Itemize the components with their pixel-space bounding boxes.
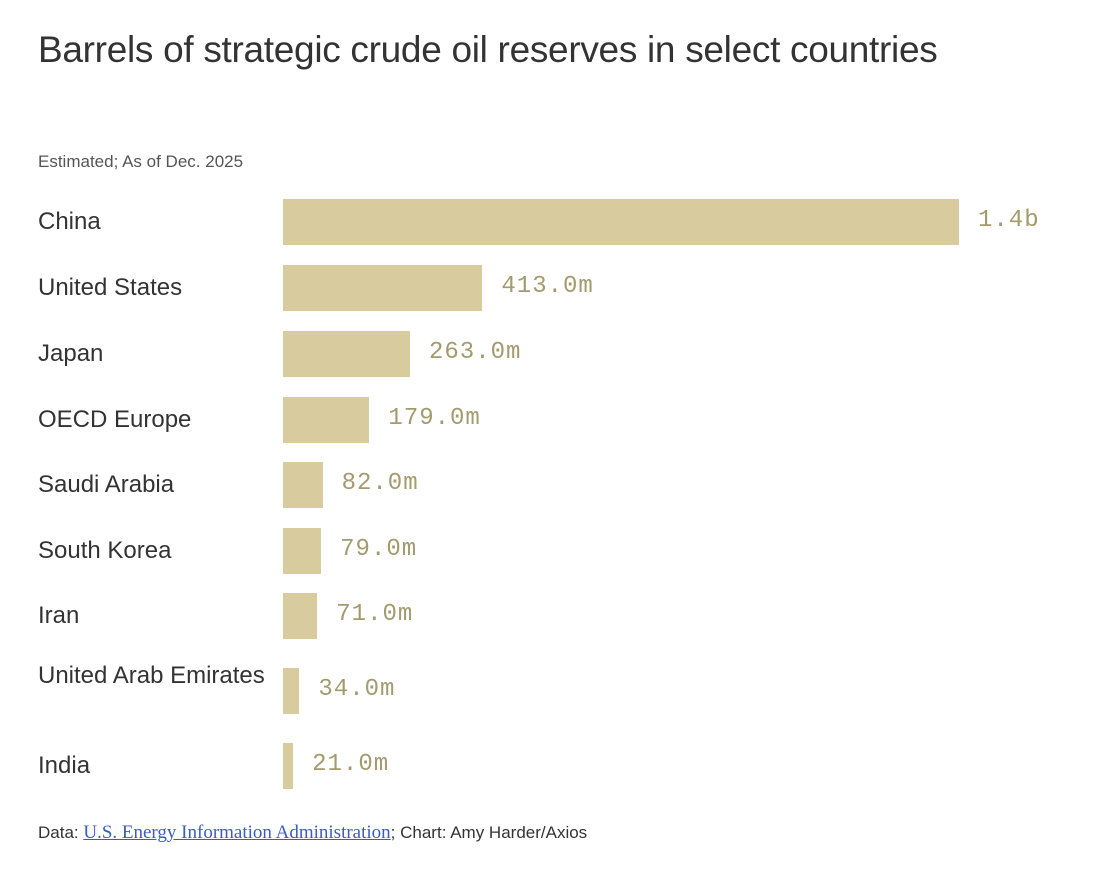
bar (283, 593, 318, 639)
data-label: 79.0m (340, 536, 418, 563)
chart-footer: Data: U.S. Energy Information Administra… (38, 822, 587, 844)
data-label: 82.0m (341, 470, 419, 497)
data-label: 71.0m (336, 601, 414, 628)
bar (283, 265, 483, 311)
data-label: 263.0m (428, 339, 522, 366)
data-label: 34.0m (318, 676, 396, 703)
bar (283, 331, 410, 377)
category-label: India (38, 752, 91, 779)
bar (283, 397, 370, 443)
data-prefix: Data: (38, 823, 84, 842)
chart-subtitle: Estimated; As of Dec. 2025 (38, 152, 244, 171)
source-link[interactable]: U.S. Energy Information Administration (83, 822, 391, 843)
data-label: 21.0m (312, 751, 390, 778)
bar (283, 199, 959, 245)
category-label: OECD Europe (38, 406, 192, 433)
category-label: South Korea (38, 537, 172, 564)
category-label: China (38, 208, 101, 235)
category-label: Iran (38, 602, 80, 629)
category-label: United Arab Emirates (38, 662, 265, 689)
bar (283, 668, 300, 714)
data-label: 1.4b (978, 207, 1040, 234)
category-label: United States (38, 274, 183, 301)
data-label: 413.0m (501, 273, 594, 300)
credit-text: ; Chart: Amy Harder/Axios (390, 823, 588, 842)
bar (283, 743, 294, 789)
bar (283, 462, 323, 508)
data-label: 179.0m (388, 405, 481, 432)
chart-title: Barrels of strategic crude oil reserves … (38, 29, 938, 70)
category-label: Saudi Arabia (38, 471, 175, 498)
bar (283, 528, 322, 574)
category-label: Japan (38, 340, 104, 367)
